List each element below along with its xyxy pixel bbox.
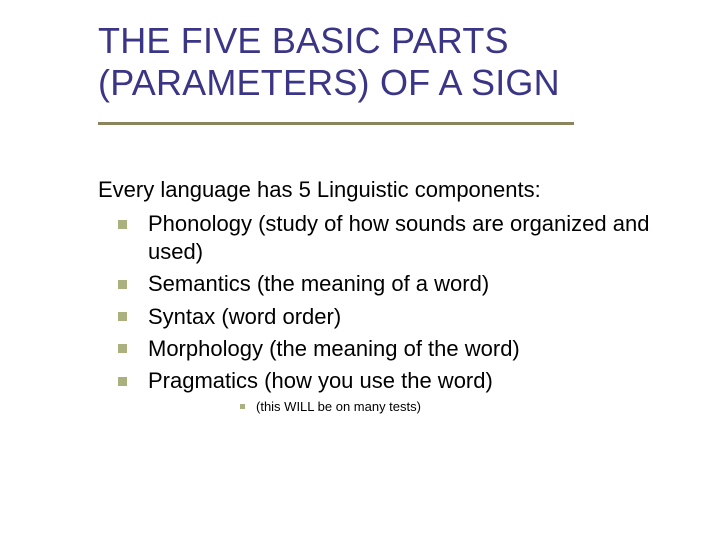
list-item: Pragmatics (how you use the word) (this …: [148, 367, 658, 416]
list-item: Syntax (word order): [148, 303, 658, 331]
list-item: Phonology (study of how sounds are organ…: [148, 210, 658, 266]
list-item-text: Semantics (the meaning of a word): [148, 271, 489, 296]
slide-body: Every language has 5 Linguistic componen…: [98, 176, 658, 420]
intro-text: Every language has 5 Linguistic componen…: [98, 176, 658, 204]
title-line-1: THE FIVE BASIC PARTS: [98, 20, 509, 61]
sub-bullet-list: (this WILL be on many tests): [148, 399, 658, 416]
sub-list-item-text: (this WILL be on many tests): [256, 399, 421, 414]
list-item-text: Morphology (the meaning of the word): [148, 336, 520, 361]
title-underline: [98, 122, 574, 125]
sub-list-item: (this WILL be on many tests): [256, 399, 658, 416]
list-item-text: Phonology (study of how sounds are organ…: [148, 211, 649, 264]
bullet-list: Phonology (study of how sounds are organ…: [98, 210, 658, 416]
title-line-2: (PARAMETERS) OF A SIGN: [98, 62, 560, 103]
list-item: Semantics (the meaning of a word): [148, 270, 658, 298]
list-item-text: Syntax (word order): [148, 304, 341, 329]
list-item: Morphology (the meaning of the word): [148, 335, 658, 363]
slide-title: THE FIVE BASIC PARTS (PARAMETERS) OF A S…: [98, 20, 658, 105]
list-item-text: Pragmatics (how you use the word): [148, 368, 493, 393]
slide: THE FIVE BASIC PARTS (PARAMETERS) OF A S…: [0, 0, 720, 540]
